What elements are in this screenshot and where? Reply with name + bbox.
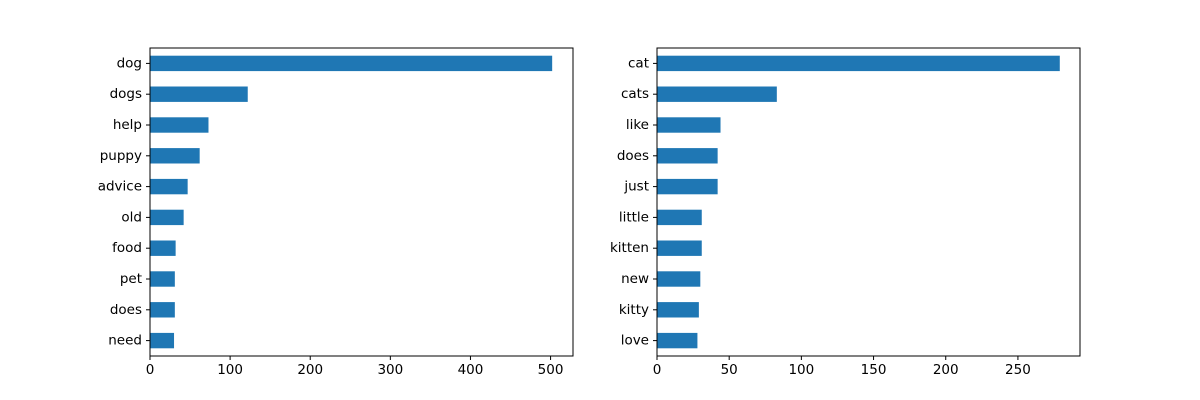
bar-little xyxy=(657,209,702,226)
y-tick-label: dog xyxy=(117,55,142,71)
x-tick-label: 300 xyxy=(377,362,403,378)
bar-pet xyxy=(150,271,175,287)
y-tick-label: need xyxy=(108,333,142,349)
y-tick-label: kitten xyxy=(610,240,649,256)
y-tick-label: puppy xyxy=(100,148,142,164)
x-tick-label: 150 xyxy=(861,362,887,378)
y-tick-label: does xyxy=(110,302,142,318)
x-tick-label: 0 xyxy=(653,362,662,378)
y-tick-label: does xyxy=(617,148,649,164)
bar-new xyxy=(657,271,701,287)
bar-cat xyxy=(657,55,1060,72)
y-tick-label: dogs xyxy=(110,86,142,102)
y-tick-label: love xyxy=(621,333,649,349)
bar-dog xyxy=(150,55,553,72)
bar-cats xyxy=(657,86,777,102)
y-tick-label: advice xyxy=(98,179,142,195)
bar-like xyxy=(657,117,721,133)
x-tick-label: 100 xyxy=(217,362,243,378)
y-tick-label: food xyxy=(112,240,142,256)
bar-food xyxy=(150,240,176,256)
bar-kitten xyxy=(657,240,702,256)
y-tick-label: cat xyxy=(628,55,649,71)
bar-puppy xyxy=(150,148,200,164)
bar-love xyxy=(657,332,698,349)
y-tick-label: new xyxy=(621,271,649,287)
y-tick-label: kitty xyxy=(619,302,649,318)
y-tick-label: little xyxy=(619,209,649,225)
bar-dogs xyxy=(150,86,248,102)
x-tick-label: 100 xyxy=(788,362,814,378)
y-tick-label: pet xyxy=(120,271,142,287)
x-tick-label: 50 xyxy=(721,362,738,378)
bar-kitty xyxy=(657,302,699,318)
x-tick-label: 200 xyxy=(297,362,323,378)
y-tick-label: help xyxy=(113,117,142,133)
x-tick-label: 400 xyxy=(458,362,484,378)
y-tick-label: old xyxy=(121,209,142,225)
bar-does xyxy=(657,148,718,164)
axes-frame xyxy=(656,47,1081,357)
x-tick-label: 500 xyxy=(538,362,564,378)
y-tick-label: just xyxy=(623,179,649,195)
bar-need xyxy=(150,332,175,349)
bar-help xyxy=(150,117,209,133)
bar-just xyxy=(657,178,718,195)
y-tick-label: cats xyxy=(621,86,649,102)
bar-advice xyxy=(150,178,188,195)
axes-frame xyxy=(149,47,574,357)
right-bar-chart-panel: cat cats like does just little kitten new kitty l… xyxy=(610,47,1081,378)
left-bar-chart-panel: dog dogs help puppy advice old food pet does need… xyxy=(98,47,574,378)
x-tick-label: 0 xyxy=(146,362,155,378)
y-tick-label: like xyxy=(626,117,649,133)
x-tick-label: 250 xyxy=(1005,362,1031,378)
bar-old xyxy=(150,209,184,226)
bar-does xyxy=(150,302,175,318)
x-tick-label: 200 xyxy=(933,362,959,378)
